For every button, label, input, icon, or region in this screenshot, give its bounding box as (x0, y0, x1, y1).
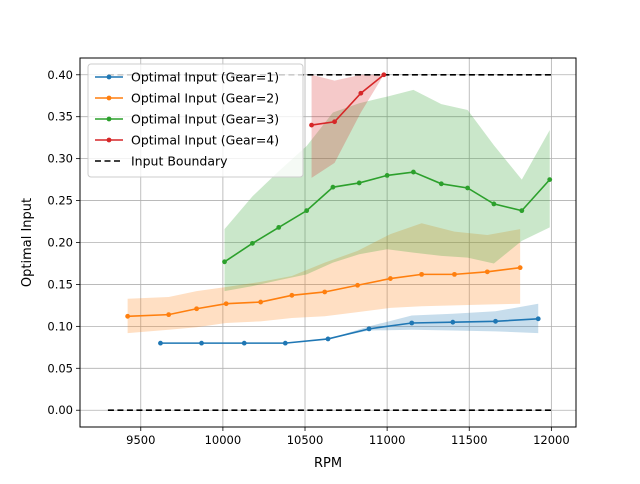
x-tick-label: 10000 (205, 433, 242, 447)
legend-marker (106, 95, 112, 101)
point-gear-2 (166, 312, 172, 318)
point-gear-3 (276, 225, 282, 230)
point-gear-2 (517, 265, 523, 271)
point-gear-2 (355, 282, 360, 288)
point-gear-1 (535, 316, 541, 322)
point-gear-1 (366, 326, 372, 332)
legend-marker (106, 137, 112, 143)
legend-label: Optimal Input (Gear=3) (131, 112, 279, 127)
y-tick-label: 0.10 (47, 319, 73, 333)
y-tick-label: 0.00 (47, 403, 73, 417)
y-tick-label: 0.25 (47, 194, 73, 208)
y-tick-label: 0.20 (47, 236, 73, 250)
point-gear-1 (325, 336, 331, 342)
x-axis-label: RPM (314, 456, 342, 471)
point-gear-2 (322, 289, 328, 295)
point-gear-1 (493, 318, 498, 324)
legend-label: Optimal Input (Gear=4) (131, 133, 279, 148)
x-tick-label: 11500 (451, 433, 488, 447)
point-gear-3 (222, 259, 227, 265)
band-gear-4 (311, 74, 384, 178)
point-gear-3 (491, 201, 497, 207)
x-tick-label: 10500 (287, 433, 324, 447)
x-tick-label: 11000 (369, 433, 406, 447)
y-tick-label: 0.35 (47, 110, 73, 124)
y-tick-label: 0.15 (47, 277, 73, 291)
point-gear-1 (241, 340, 247, 346)
band-gear-3 (224, 89, 550, 292)
input-boundary-lines (107, 73, 552, 412)
point-gear-2 (289, 292, 295, 298)
point-gear-3 (438, 181, 444, 187)
point-gear-2 (223, 301, 229, 307)
point-gear-2 (452, 271, 457, 277)
y-tick-label: 0.30 (47, 152, 73, 166)
point-gear-1 (282, 340, 288, 346)
legend: Optimal Input (Gear=1) Optimal Input (Gea… (87, 63, 304, 178)
legend-marker (106, 116, 112, 122)
series-line-gear-1 (160, 318, 539, 344)
legend-label: Input Boundary (131, 154, 228, 169)
point-gear-3 (384, 173, 390, 178)
point-gear-1 (199, 340, 204, 346)
point-gear-2 (125, 313, 131, 319)
point-gear-3 (465, 185, 471, 191)
point-gear-3 (356, 180, 362, 186)
point-gear-3 (304, 208, 310, 214)
point-gear-4 (358, 90, 364, 96)
point-gear-3 (330, 184, 336, 190)
y-tick-label: 0.40 (47, 68, 73, 82)
legend-box (87, 63, 304, 178)
point-gear-2 (419, 271, 425, 277)
point-gear-2 (194, 306, 200, 312)
legend-label: Optimal Input (Gear=2) (131, 91, 279, 106)
x-tick-label: 9500 (126, 433, 155, 447)
y-tick-label: 0.05 (47, 361, 73, 375)
band-gear-1 (328, 303, 539, 339)
point-gear-1 (158, 340, 163, 346)
point-gear-3 (411, 169, 416, 175)
y-axis-label: Optimal Input (20, 198, 35, 287)
x-tick-label: 12000 (533, 433, 570, 447)
point-gear-2 (388, 276, 393, 281)
point-gear-2 (258, 299, 264, 305)
point-gear-4 (381, 72, 387, 78)
series-lines (125, 72, 553, 346)
point-gear-4 (309, 122, 314, 128)
axis-ticks: 9500 10000 10500 11000 11500 12000 0.00 0.05 0.1… (47, 68, 569, 447)
point-gear-4 (332, 119, 337, 125)
point-gear-1 (450, 319, 456, 325)
point-gear-3 (519, 208, 525, 214)
series-line-gear-4 (311, 74, 385, 126)
legend-marker (106, 74, 112, 80)
point-gear-2 (484, 269, 490, 275)
legend-label: Optimal Input (Gear=1) (131, 70, 279, 85)
point-gear-3 (547, 177, 553, 183)
point-gear-3 (250, 240, 255, 246)
point-gear-1 (409, 320, 415, 326)
